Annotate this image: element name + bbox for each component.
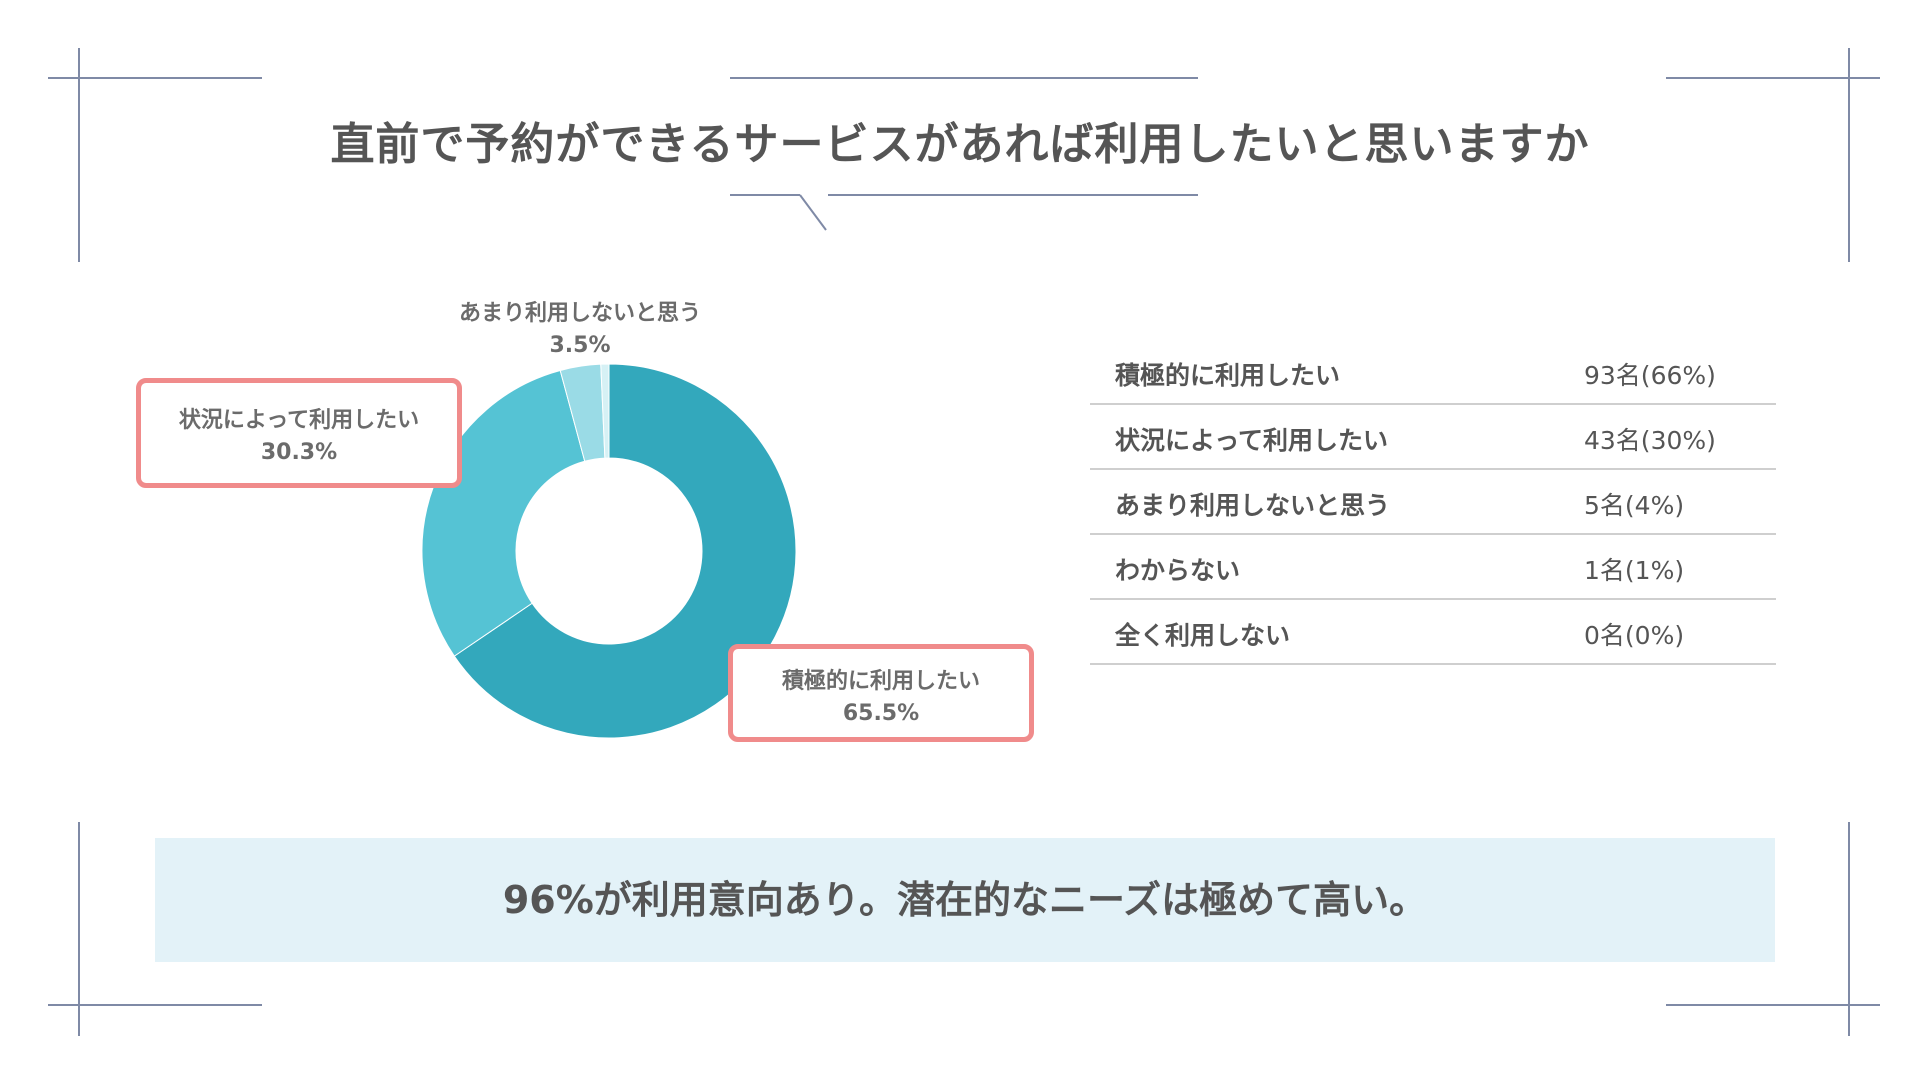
results-table: 積極的に利用したい 93名(66%) 状況によって利用したい 43名(30%) … xyxy=(1090,340,1776,665)
row-value: 0名(0%) xyxy=(1584,621,1685,650)
slice-label-value: 3.5% xyxy=(549,333,611,358)
row-value: 93名(66%) xyxy=(1584,361,1716,390)
callout-name: 状況によって利用したい xyxy=(178,408,420,433)
callout-active: 積極的に利用したい 65.5% xyxy=(728,644,1034,742)
row-label: わからない xyxy=(1115,556,1241,585)
row-label: 全く利用しない xyxy=(1115,621,1291,650)
table-row: あまり利用しないと思う 5名(4%) xyxy=(1090,470,1776,535)
title-pointer-line xyxy=(799,194,827,231)
slice-situational xyxy=(421,369,586,657)
row-value: 1名(1%) xyxy=(1584,556,1685,585)
table-row: 全く利用しない 0名(0%) xyxy=(1090,600,1776,665)
page-title: 直前で予約ができるサービスがあれば利用したいと思いますか xyxy=(330,119,1590,170)
row-label: 積極的に利用したい xyxy=(1115,361,1341,390)
slice-label-rarely: あまり利用しないと思う 3.5% xyxy=(430,298,730,362)
table-row: 状況によって利用したい 43名(30%) xyxy=(1090,405,1776,470)
row-label: あまり利用しないと思う xyxy=(1115,491,1391,520)
callout-situational: 状況によって利用したい 30.3% xyxy=(136,378,462,488)
row-label: 状況によって利用したい xyxy=(1115,426,1389,455)
row-value: 43名(30%) xyxy=(1584,426,1716,455)
callout-name: 積極的に利用したい xyxy=(781,669,980,694)
conclusion-banner: 96%が利用意向あり。潜在的なニーズは極めて高い。 xyxy=(155,838,1775,962)
slice-active xyxy=(453,363,797,739)
row-value: 5名(4%) xyxy=(1584,491,1685,520)
callout-value: 65.5% xyxy=(842,701,920,726)
callout-value: 30.3% xyxy=(260,440,338,465)
slice-label-name: あまり利用しないと思う xyxy=(458,301,701,326)
table-row: 積極的に利用したい 93名(66%) xyxy=(1090,340,1776,405)
table-row: わからない 1名(1%) xyxy=(1090,535,1776,600)
slice-unknown xyxy=(600,363,610,459)
